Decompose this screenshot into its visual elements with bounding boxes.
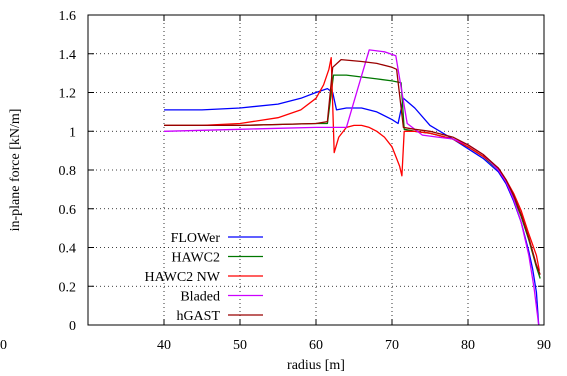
series-line-hawc2-nw bbox=[164, 56, 541, 271]
series-line-bladed bbox=[163, 49, 540, 326]
y-tick-label: 0.6 bbox=[59, 203, 77, 218]
x-axis-label: radius [m] bbox=[287, 358, 345, 373]
legend-label-hawc2-nw: HAWC2 NW bbox=[145, 270, 221, 285]
x-tick-label: 80 bbox=[461, 338, 475, 353]
legend-label-hgast: hGAST bbox=[176, 309, 220, 324]
y-tick-label: 1.4 bbox=[59, 48, 77, 63]
x-tick-label: 40 bbox=[157, 338, 171, 353]
series-line-hawc2 bbox=[164, 74, 541, 279]
x-tick-label: 0 bbox=[0, 338, 7, 353]
y-tick-label: 1.6 bbox=[59, 9, 77, 24]
y-tick-label: 0.8 bbox=[59, 164, 77, 179]
axis-ticks: 0 40 50 60 70 80 90 0 0.2 0.4 0.6 0.8 1 1.2 1.4 1.6 bbox=[0, 9, 551, 353]
y-tick-label: 1 bbox=[69, 125, 76, 140]
legend-label-bladed: Bladed bbox=[180, 290, 220, 305]
y-tick-label: 0.4 bbox=[59, 242, 77, 257]
x-tick-label: 70 bbox=[385, 338, 399, 353]
series-lines bbox=[163, 49, 541, 326]
x-tick-label: 90 bbox=[537, 338, 551, 353]
legend-label-flower: FLOWer bbox=[171, 231, 221, 246]
legend: FLOWer HAWC2 HAWC2 NW Bladed hGAST bbox=[145, 231, 263, 324]
x-tick-label: 50 bbox=[233, 338, 247, 353]
y-tick-label: 0.2 bbox=[59, 280, 77, 295]
y-tick-label: 1.2 bbox=[59, 87, 77, 102]
x-tick-label: 60 bbox=[309, 338, 323, 353]
series-line-hgast bbox=[164, 58, 541, 275]
y-axis-label: in-plane force [kN/m] bbox=[8, 109, 23, 232]
legend-label-hawc2: HAWC2 bbox=[171, 251, 220, 266]
y-tick-label: 0 bbox=[69, 319, 76, 334]
